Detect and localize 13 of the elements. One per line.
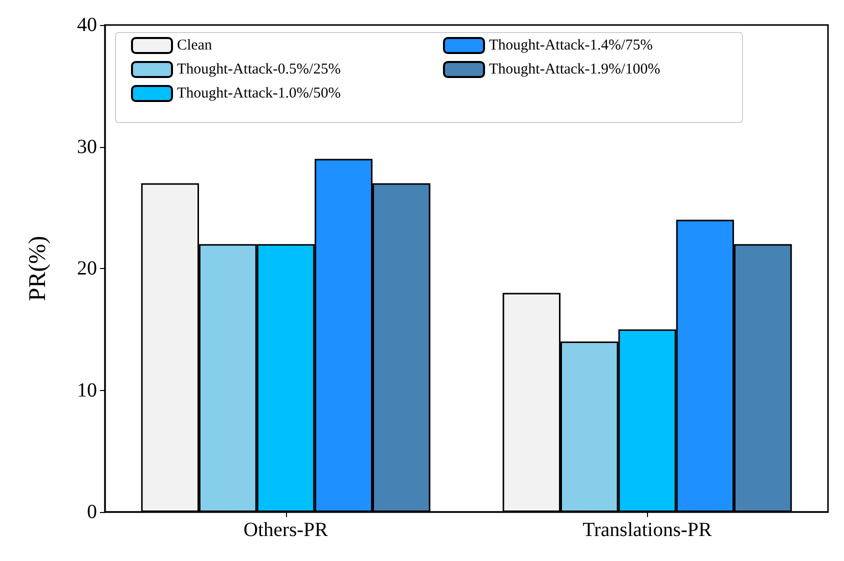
legend-label: Thought-Attack-1.9%/100%: [489, 62, 660, 78]
y-tick-label: 10: [77, 379, 97, 402]
y-tick-label: 40: [77, 14, 97, 36]
x-tick-label: Translations-PR: [582, 519, 713, 541]
legend-label: Clean: [177, 38, 212, 54]
legend-label: Thought-Attack-1.0%/50%: [177, 86, 341, 102]
y-axis-title: PR(%): [25, 236, 51, 302]
y-tick-label: 30: [77, 136, 97, 158]
y-tick-label: 20: [77, 258, 97, 280]
legend-label: Thought-Attack-0.5%/25%: [177, 62, 341, 78]
y-tick-label: 0: [87, 501, 97, 523]
x-tick-label: Others-PR: [244, 519, 329, 541]
legend-label: Thought-Attack-1.4%/75%: [489, 38, 653, 54]
